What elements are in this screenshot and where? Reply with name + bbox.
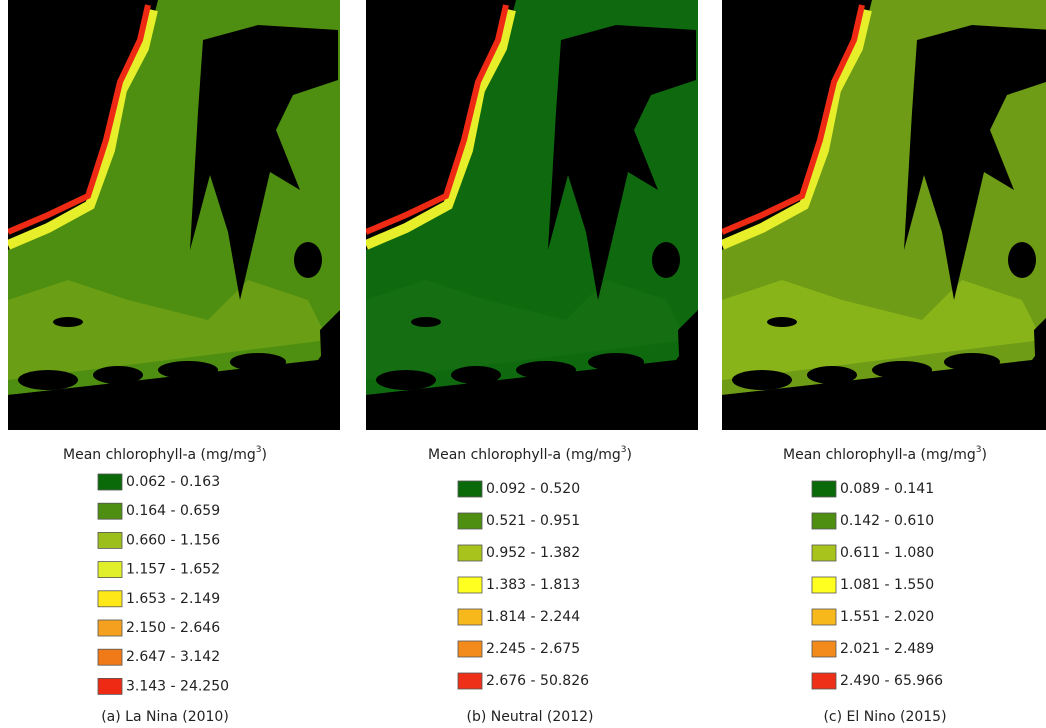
legend-swatch bbox=[98, 532, 122, 548]
legend-label: 2.490 - 65.966 bbox=[840, 673, 943, 689]
legend-label: 0.089 - 0.141 bbox=[840, 481, 934, 497]
legend-label: 0.660 - 1.156 bbox=[126, 532, 220, 548]
legend-label: 0.164 - 0.659 bbox=[126, 503, 220, 519]
caption: (b) Neutral (2012) bbox=[467, 709, 594, 725]
legend-label: 1.157 - 1.652 bbox=[126, 562, 220, 578]
legend-swatch bbox=[812, 545, 836, 561]
legend-swatch bbox=[98, 620, 122, 636]
legend-label: 1.551 - 2.020 bbox=[840, 609, 934, 625]
legend-swatch bbox=[458, 609, 482, 625]
legend-title: Mean chlorophyll-a (mg/mg3) bbox=[428, 445, 632, 464]
legend-swatch bbox=[812, 673, 836, 689]
legend-label: 0.952 - 1.382 bbox=[486, 545, 580, 561]
caption: (a) La Nina (2010) bbox=[101, 709, 229, 725]
legend-swatch bbox=[812, 609, 836, 625]
legend-swatch bbox=[98, 678, 122, 694]
legend-swatch bbox=[458, 513, 482, 529]
legend-swatch bbox=[458, 481, 482, 497]
legend-label: 0.092 - 0.520 bbox=[486, 481, 580, 497]
legend-swatch bbox=[98, 503, 122, 519]
legend-label: 2.676 - 50.826 bbox=[486, 673, 589, 689]
legend-swatch bbox=[98, 591, 122, 607]
legend-title-end: ) bbox=[982, 447, 987, 463]
legend-label: 1.814 - 2.244 bbox=[486, 609, 580, 625]
legend-swatch bbox=[812, 513, 836, 529]
legend-label: 1.081 - 1.550 bbox=[840, 577, 934, 593]
legend-label: 2.245 - 2.675 bbox=[486, 641, 580, 657]
legend-swatch bbox=[98, 474, 122, 490]
legend-swatch bbox=[812, 481, 836, 497]
legend-swatch bbox=[98, 649, 122, 665]
legend-title-end: ) bbox=[262, 447, 267, 463]
legend-title-text: Mean chlorophyll-a (mg/mg bbox=[783, 447, 976, 463]
legend-label: 2.021 - 2.489 bbox=[840, 641, 934, 657]
legend-label: 0.142 - 0.610 bbox=[840, 513, 934, 529]
legend-swatch bbox=[458, 577, 482, 593]
legend-label: 1.383 - 1.813 bbox=[486, 577, 580, 593]
legend-title-end: ) bbox=[627, 447, 632, 463]
legend-swatch bbox=[458, 641, 482, 657]
legend-label: 0.062 - 0.163 bbox=[126, 474, 220, 490]
legend-label: 3.143 - 24.250 bbox=[126, 678, 229, 694]
legend-swatch bbox=[98, 562, 122, 578]
legend-swatch bbox=[812, 577, 836, 593]
legend-title-text: Mean chlorophyll-a (mg/mg bbox=[63, 447, 256, 463]
legend-swatch bbox=[458, 545, 482, 561]
legend-title: Mean chlorophyll-a (mg/mg3) bbox=[63, 445, 267, 464]
legend-label: 0.611 - 1.080 bbox=[840, 545, 934, 561]
legend-label: 1.653 - 2.149 bbox=[126, 591, 220, 607]
legend-title-text: Mean chlorophyll-a (mg/mg bbox=[428, 447, 621, 463]
figure: Mean chlorophyll-a (mg/mg3) 0.062 - 0.163… bbox=[0, 0, 1046, 728]
legend-label: 2.150 - 2.646 bbox=[126, 620, 220, 636]
legend-swatch bbox=[812, 641, 836, 657]
legend-label: 0.521 - 0.951 bbox=[486, 513, 580, 529]
caption: (c) El Nino (2015) bbox=[823, 709, 946, 725]
legend-swatch bbox=[458, 673, 482, 689]
legend-label: 2.647 - 3.142 bbox=[126, 649, 220, 665]
legend-title: Mean chlorophyll-a (mg/mg3) bbox=[783, 445, 987, 464]
